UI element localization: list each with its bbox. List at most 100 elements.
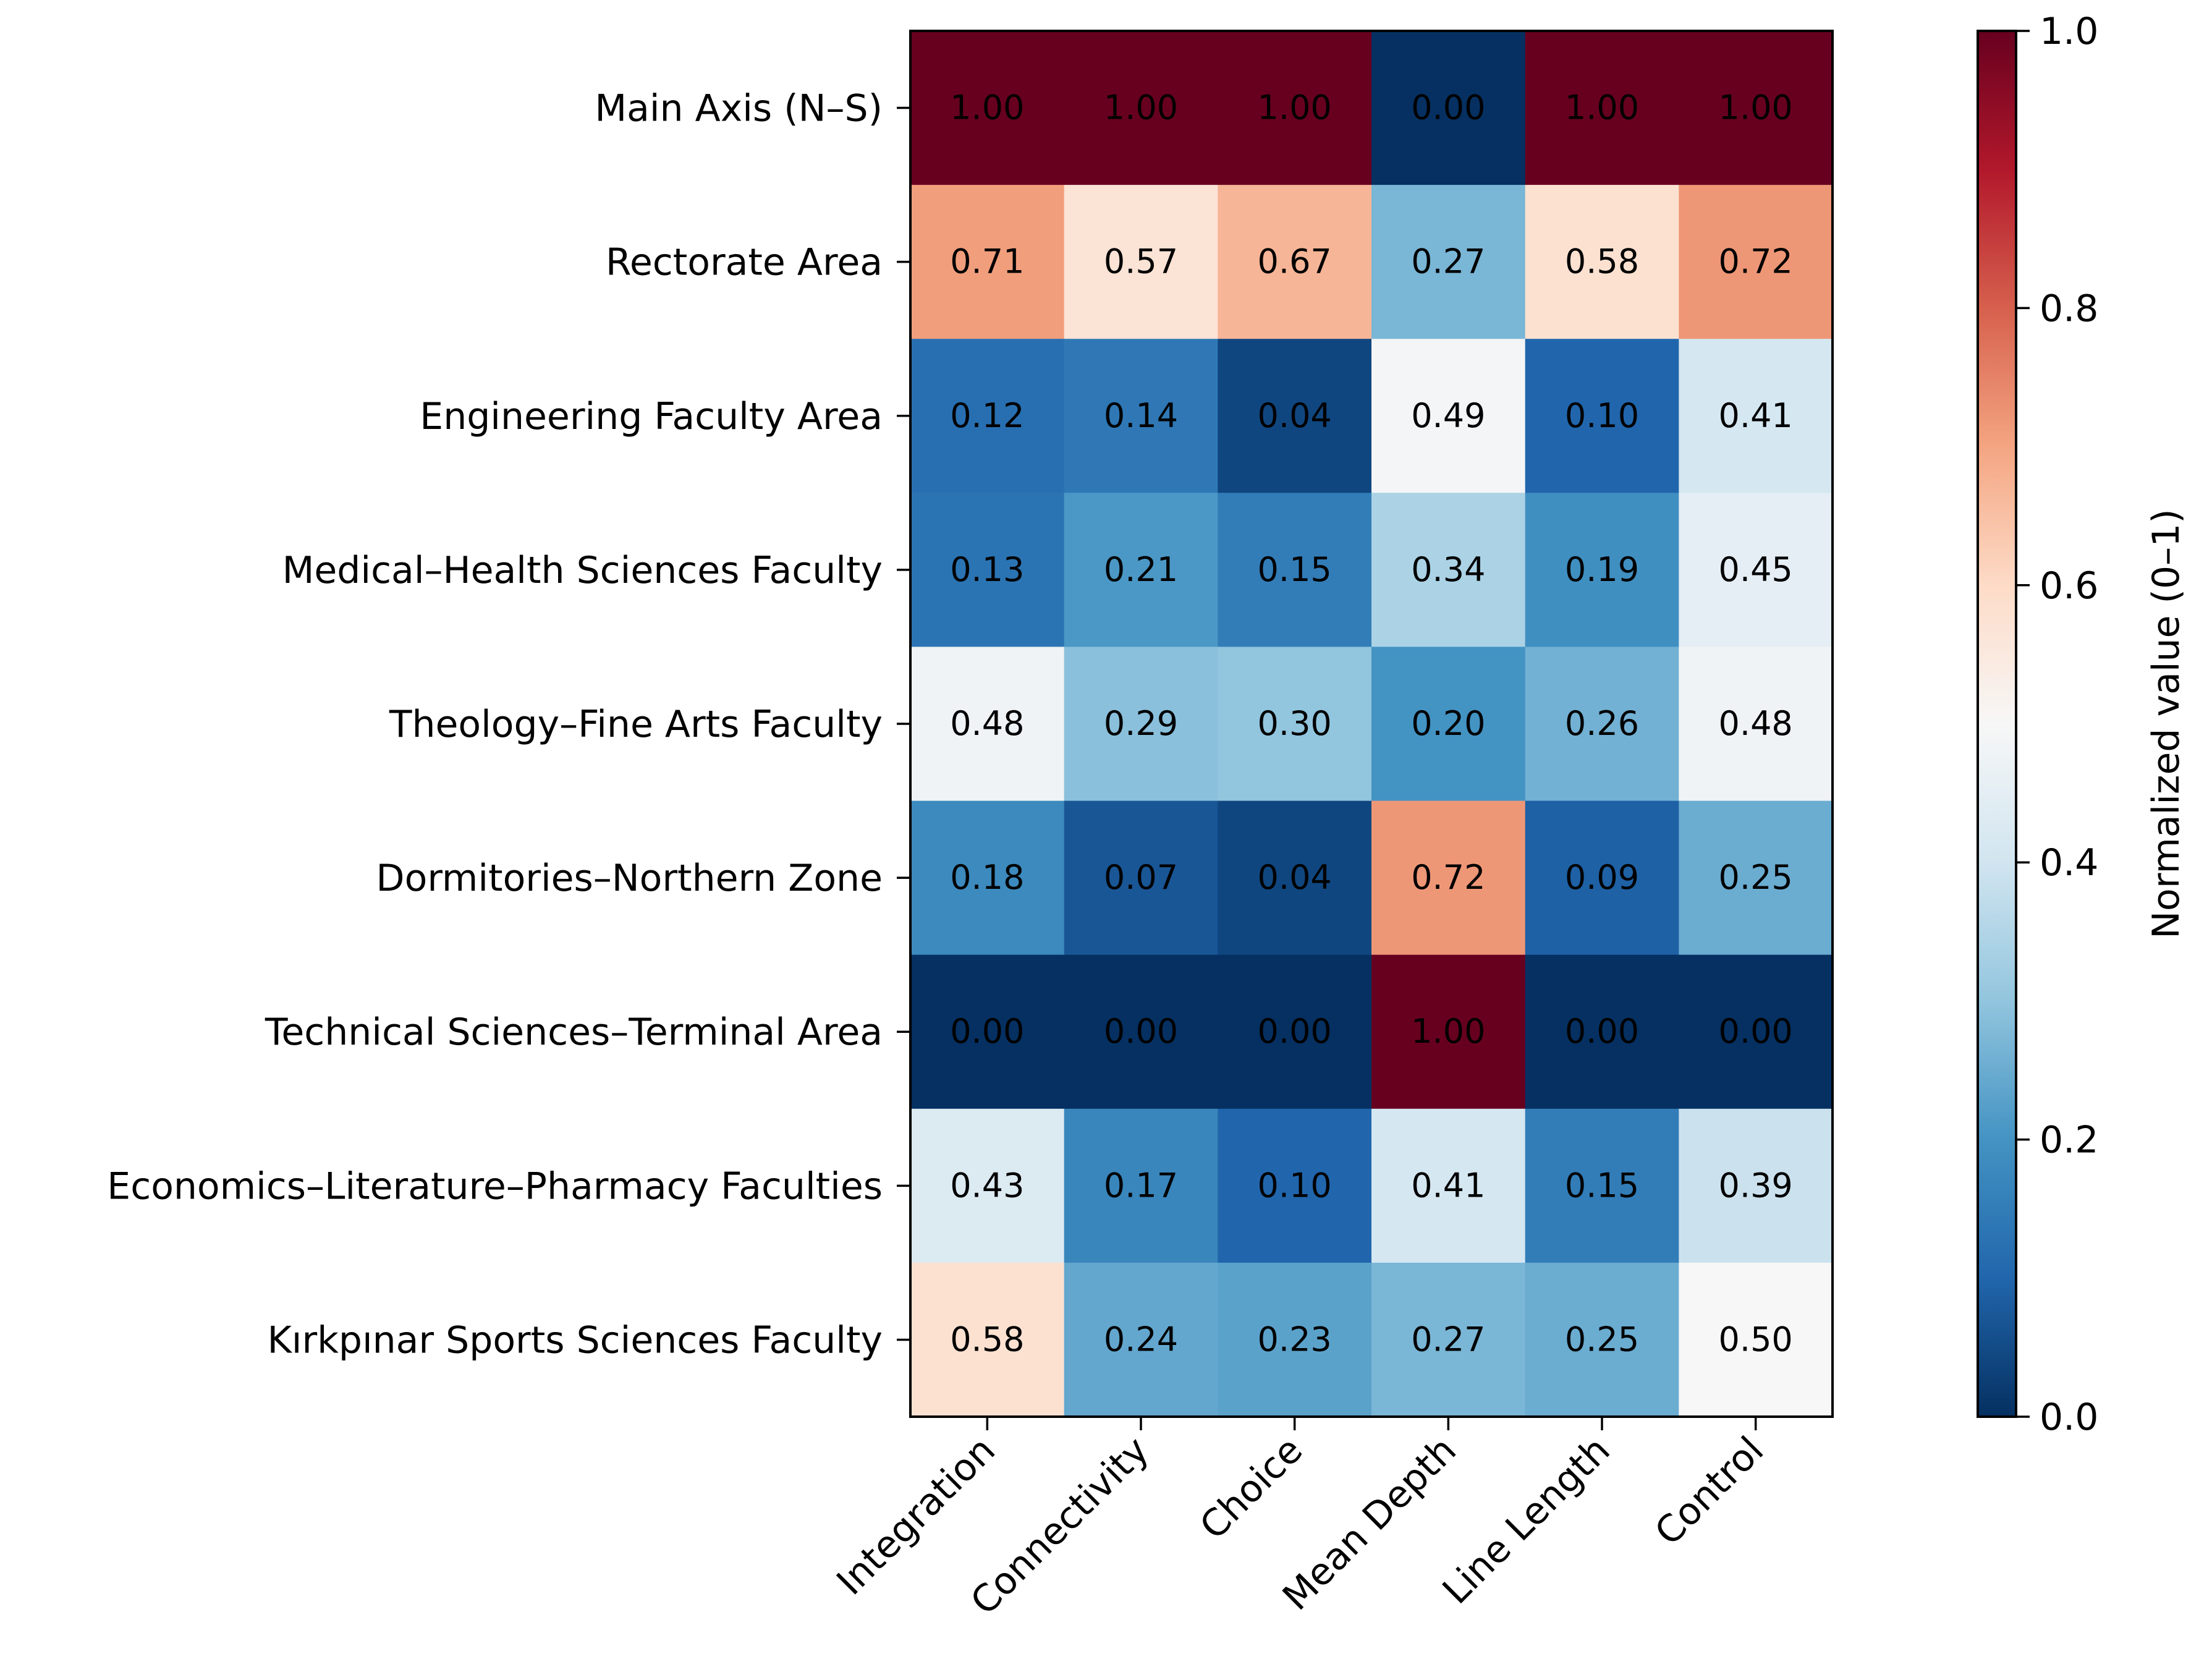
cell-value-label: 0.48 <box>1719 704 1793 743</box>
colorbar-tick-label: 0.6 <box>2040 564 2098 608</box>
heatmap-cell <box>1371 1262 1526 1417</box>
cell-value-label: 0.39 <box>1719 1166 1793 1205</box>
cell-value-label: 0.30 <box>1258 704 1332 743</box>
heatmap-cell <box>1679 800 1833 956</box>
heatmap-cell <box>1371 185 1526 339</box>
cell-value-label: 0.04 <box>1258 396 1332 435</box>
cell-value-label: 0.41 <box>1411 1166 1485 1205</box>
heatmap-cell <box>1218 647 1372 802</box>
cell-value-label: 0.25 <box>1719 858 1793 897</box>
heatmap-cell <box>1679 1262 1833 1417</box>
heatmap-cell <box>1525 31 1679 185</box>
y-tick-label: Rectorate Area <box>606 241 883 284</box>
colorbar-tick-label: 0.4 <box>2040 841 2098 885</box>
heatmap-cell <box>1525 1108 1679 1263</box>
cell-value-label: 1.00 <box>1258 88 1332 127</box>
heatmap-cell <box>1679 647 1833 802</box>
cell-value-label: 0.12 <box>950 396 1024 435</box>
cell-value-label: 0.67 <box>1258 242 1332 281</box>
cell-value-label: 0.00 <box>1411 88 1485 127</box>
cell-value-label: 1.00 <box>1104 88 1178 127</box>
colorbar-tick-label: 0.0 <box>2040 1396 2098 1439</box>
heatmap-cell <box>1525 954 1679 1110</box>
cell-value-label: 1.00 <box>950 88 1024 127</box>
heatmap-cell <box>1371 800 1526 956</box>
heatmap-cell <box>910 339 1065 493</box>
cell-value-label: 0.17 <box>1104 1166 1178 1205</box>
heatmap-cell <box>1525 493 1679 648</box>
heatmap-cell <box>1679 1108 1833 1263</box>
heatmap-cell <box>1218 493 1372 648</box>
heatmap-cell <box>1371 954 1526 1110</box>
y-tick-label: Economics–Literature–Pharmacy Faculties <box>107 1165 883 1208</box>
heatmap-cell <box>910 185 1065 339</box>
cell-value-label: 0.00 <box>1258 1012 1332 1051</box>
heatmap-cell <box>910 954 1065 1110</box>
heatmap-cells <box>910 31 1833 1417</box>
heatmap-cell <box>1525 800 1679 956</box>
cell-value-label: 0.00 <box>1565 1012 1639 1051</box>
heatmap-cell <box>910 1108 1065 1263</box>
cell-value-label: 0.20 <box>1411 704 1485 743</box>
heatmap-cell <box>1679 339 1833 493</box>
cell-value-label: 0.45 <box>1719 550 1793 589</box>
heatmap-cell <box>1525 647 1679 802</box>
cell-value-label: 0.00 <box>950 1012 1024 1051</box>
colorbar-gradient <box>1978 31 2016 1417</box>
cell-value-label: 0.58 <box>950 1320 1024 1359</box>
cell-value-label: 0.72 <box>1719 242 1793 281</box>
cell-value-label: 0.58 <box>1565 242 1639 281</box>
cell-value-label: 0.27 <box>1411 1320 1485 1359</box>
cell-value-label: 0.57 <box>1104 242 1178 281</box>
cell-value-label: 0.00 <box>1719 1012 1793 1051</box>
cell-value-label: 0.48 <box>950 704 1024 743</box>
cell-value-label: 0.10 <box>1258 1166 1332 1205</box>
colorbar: 0.0 0.2 0.4 0.6 0.8 1.0 Normalized value (0–1… <box>1977 10 2188 1439</box>
colorbar-tick-label: 0.8 <box>2040 287 2098 330</box>
heatmap-cell <box>1679 493 1833 648</box>
heatmap-cell <box>910 493 1065 648</box>
cell-value-label: 0.15 <box>1258 550 1332 589</box>
heatmap-cell <box>1064 1262 1218 1417</box>
heatmap-cell <box>1064 339 1218 493</box>
heatmap-cell-labels: 1.00 1.00 1.00 0.00 1.00 1.00 0.71 0.57 0.67 0.27… <box>950 88 1793 1359</box>
cell-value-label: 0.27 <box>1411 242 1485 281</box>
heatmap-cell <box>1525 1262 1679 1417</box>
heatmap-cell <box>1679 31 1833 185</box>
heatmap-cell <box>1218 800 1372 956</box>
cell-value-label: 0.25 <box>1565 1320 1639 1359</box>
cell-value-label: 0.34 <box>1411 550 1485 589</box>
heatmap-cell <box>1218 339 1372 493</box>
y-tick-label: Main Axis (N–S) <box>595 87 883 130</box>
cell-value-label: 0.26 <box>1565 704 1639 743</box>
heatmap-cell <box>1064 185 1218 339</box>
heatmap-cell <box>1218 1262 1372 1417</box>
heatmap-cell <box>1679 185 1833 339</box>
cell-value-label: 0.71 <box>950 242 1024 281</box>
y-tick-label: Theology–Fine Arts Faculty <box>389 703 883 746</box>
heatmap-cell <box>1064 647 1218 802</box>
y-tick-label: Dormitories–Northern Zone <box>376 857 883 900</box>
heatmap-cell <box>1371 31 1526 185</box>
y-tick-label: Engineering Faculty Area <box>420 395 883 438</box>
cell-value-label: 0.18 <box>950 858 1024 897</box>
heatmap-cell <box>1371 647 1526 802</box>
y-tick-label: Technical Sciences–Terminal Area <box>265 1011 883 1054</box>
colorbar-ticks: 0.0 0.2 0.4 0.6 0.8 1.0 <box>2016 10 2098 1439</box>
cell-value-label: 0.14 <box>1104 396 1178 435</box>
cell-value-label: 0.41 <box>1719 396 1793 435</box>
y-tick-label: Medical–Health Sciences Faculty <box>282 549 883 592</box>
y-tick-label: Kırkpınar Sports Sciences Faculty <box>267 1318 883 1362</box>
heatmap-cell <box>910 800 1065 956</box>
cell-value-label: 0.00 <box>1104 1012 1178 1051</box>
cell-value-label: 0.50 <box>1719 1320 1793 1359</box>
colorbar-tick-label: 1.0 <box>2040 10 2098 53</box>
cell-value-label: 1.00 <box>1719 88 1793 127</box>
cell-value-label: 1.00 <box>1411 1012 1485 1051</box>
heatmap-cell <box>1371 1108 1526 1263</box>
heatmap-cell <box>910 31 1065 185</box>
cell-value-label: 0.49 <box>1411 396 1485 435</box>
cell-value-label: 0.24 <box>1104 1320 1178 1359</box>
heatmap-cell <box>1218 31 1372 185</box>
